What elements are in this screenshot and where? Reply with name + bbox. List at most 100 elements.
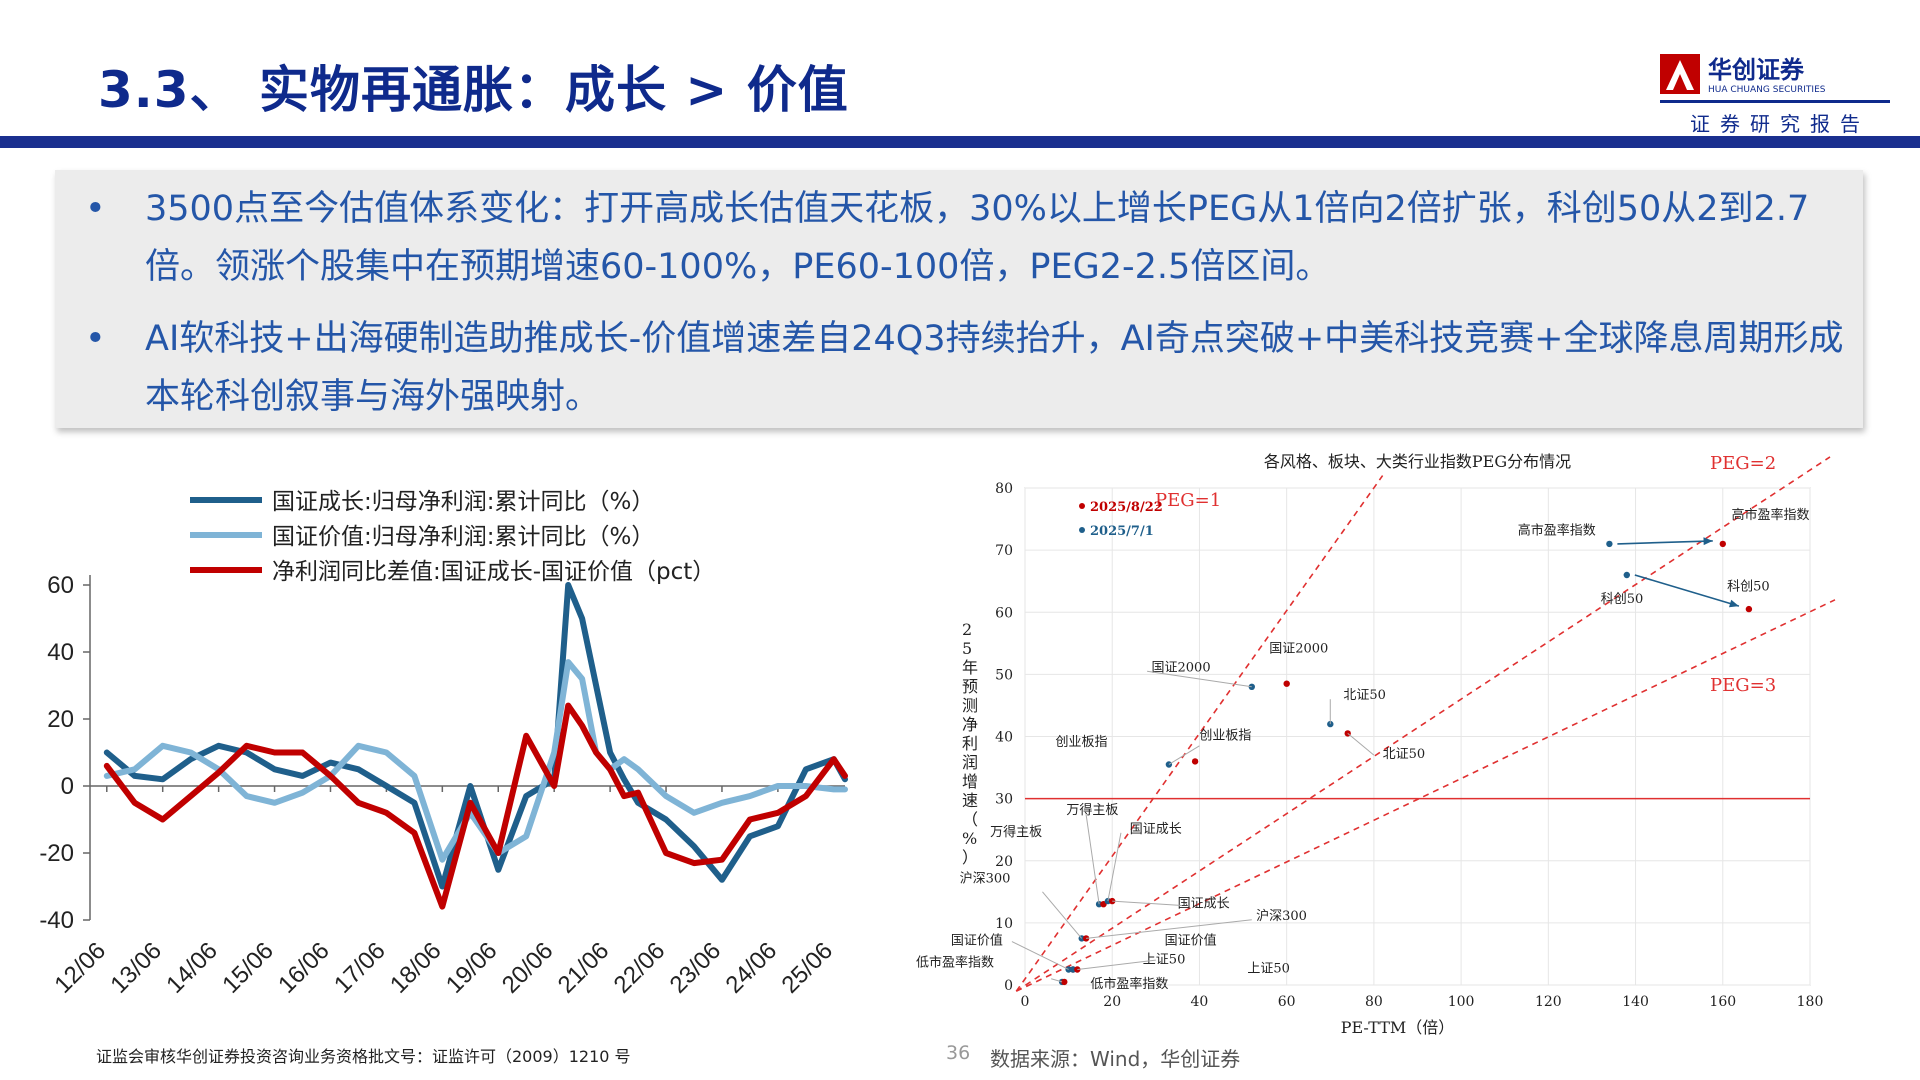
annotation-leader-line — [1011, 941, 1069, 970]
page-title: 3.3、 实物再通胀：成长 > 价值 — [98, 61, 849, 119]
point-annotation: 低市盈率指数 — [1090, 976, 1168, 992]
data-point — [1109, 897, 1116, 905]
bullet-text: AI软科技+出海硬制造助推成长-价值增速差自24Q3持续抬升，AI奇点突破+中美… — [145, 319, 1844, 417]
y-axis-title-char: 增 — [962, 772, 978, 791]
x-tick-label: 180 — [1797, 994, 1824, 1010]
y-tick-label: 60 — [47, 572, 74, 599]
annotation-leader-line — [1347, 733, 1375, 756]
x-tick-label: 18/06 — [385, 937, 447, 999]
point-annotation: 国证价值 — [1165, 933, 1217, 949]
logo-mark-icon — [1660, 54, 1700, 94]
point-annotation: 国证2000 — [1152, 660, 1211, 675]
y-axis-title-char: 年 — [962, 658, 978, 677]
x-tick-label: 21/06 — [553, 937, 615, 999]
point-annotation: 高市盈率指数 — [1732, 507, 1810, 523]
x-tick-label: 16/06 — [273, 937, 335, 999]
data-point — [1327, 720, 1334, 728]
point-annotation: 万得主板 — [1066, 802, 1118, 818]
x-tick-label: 15/06 — [217, 937, 279, 999]
annotation-leader-line — [1051, 978, 1063, 983]
y-tick-label: 20 — [47, 706, 74, 733]
x-tick-label: 100 — [1448, 994, 1475, 1010]
annotation-leader-line — [1085, 919, 1252, 939]
x-tick-label: 24/06 — [721, 937, 783, 999]
y-axis-title-char: 润 — [962, 753, 978, 772]
point-annotation: 沪深300 — [960, 871, 1011, 887]
annotation-leader-line — [1168, 745, 1200, 765]
y-axis-title-char: % — [962, 829, 977, 848]
x-tick-label: 20/06 — [497, 937, 559, 999]
report-label: 证券研究报告 — [1690, 112, 1870, 136]
series-line-3 — [103, 702, 848, 910]
shift-arrow-head — [1703, 537, 1713, 546]
x-tick-label: 22/06 — [609, 937, 671, 999]
peg-reference-line — [1015, 599, 1836, 992]
x-tick-label: 23/06 — [665, 937, 727, 999]
y-axis-title-char: ） — [962, 848, 978, 867]
data-point — [1623, 571, 1630, 579]
point-annotation: 上证50 — [1143, 952, 1186, 967]
x-tick-label: 14/06 — [161, 937, 223, 999]
y-axis-title-char: 5 — [962, 639, 972, 658]
data-point — [1191, 758, 1199, 765]
summary-box: • 3500点至今估值体系变化：打开高成长估值天花板，30%以上增长PEG从1倍… — [55, 170, 1863, 428]
point-annotation: 国证成长 — [1130, 822, 1182, 837]
y-tick-label: 70 — [995, 543, 1013, 559]
legend-marker — [1079, 503, 1085, 509]
series-line-2 — [103, 659, 848, 863]
y-axis-title-char: （ — [962, 810, 978, 829]
x-tick-label: 120 — [1535, 994, 1562, 1010]
y-tick-label: 40 — [995, 730, 1013, 746]
chart-title: 各风格、板块、大类行业指数PEG分布情况 — [1264, 452, 1571, 471]
annotation-leader-line — [1085, 814, 1100, 905]
y-tick-label: 50 — [995, 667, 1013, 683]
y-axis-title-char: 净 — [962, 715, 978, 734]
y-tick-label: 0 — [1004, 978, 1013, 994]
point-annotation: 上证50 — [1247, 962, 1290, 977]
data-point — [1065, 966, 1072, 973]
data-point — [1248, 683, 1255, 690]
bullet-marker: • — [85, 319, 106, 359]
point-annotation: 科创50 — [1601, 592, 1644, 607]
y-axis-title-char: 2 — [962, 620, 972, 639]
data-point — [1061, 978, 1068, 986]
y-tick-label: 80 — [995, 481, 1013, 497]
point-annotation: 北证50 — [1383, 747, 1426, 762]
annotation-leader-line — [1042, 891, 1083, 939]
y-tick-label: -40 — [39, 907, 74, 934]
x-tick-label: 13/06 — [105, 937, 167, 999]
legend-label: 国证成长:归母净利润:累计同比（%） — [272, 489, 654, 515]
annotation-leader-line — [1147, 670, 1252, 688]
annotation-leader-line — [1107, 832, 1122, 902]
point-annotation: 国证2000 — [1269, 642, 1328, 657]
shift-arrow-line — [1617, 540, 1713, 545]
peg-reference-line — [1015, 456, 1831, 992]
y-tick-label: 20 — [995, 854, 1013, 870]
peg-reference-label: PEG=1 — [1155, 490, 1221, 511]
x-tick-label: 160 — [1709, 994, 1736, 1010]
y-tick-label: 10 — [995, 916, 1013, 932]
data-source-note: 数据来源：Wind，华创证券 — [990, 1047, 1241, 1071]
y-tick-label: 40 — [47, 639, 74, 666]
legend-label: 净利润同比差值:国证成长-国证价值（pct） — [272, 559, 715, 585]
y-axis-title-char: 利 — [962, 734, 978, 753]
annotation-leader-line — [1077, 959, 1156, 970]
y-tick-label: 30 — [995, 792, 1013, 808]
series-line-1 — [103, 582, 848, 890]
x-tick-label: 19/06 — [441, 937, 503, 999]
bullet-marker: • — [85, 189, 106, 229]
certification-note: 证监会审核华创证券投资咨询业务资格批文号：证监许可（2009）1210 号 — [96, 1047, 631, 1066]
x-tick-label: 40 — [1191, 994, 1209, 1010]
shift-arrow-head — [1729, 599, 1739, 608]
x-tick-label: 12/06 — [49, 937, 111, 999]
y-axis-title-char: 速 — [962, 791, 978, 810]
legend-label: 2025/7/1 — [1090, 524, 1154, 539]
shift-arrow-line — [1634, 574, 1740, 607]
y-axis-title-char: 预 — [962, 677, 978, 696]
point-annotation: 低市盈率指数 — [916, 954, 994, 970]
profit-growth-line-chart: 60 40 20 0 -20 -40 12/0613/0614/0615/0616/0617… — [39, 489, 848, 999]
page-number: 36 — [946, 1042, 971, 1064]
point-annotation: 万得主板 — [990, 824, 1042, 840]
y-axis-title: 2 5 年预测净利润增速（%） — [962, 620, 978, 867]
